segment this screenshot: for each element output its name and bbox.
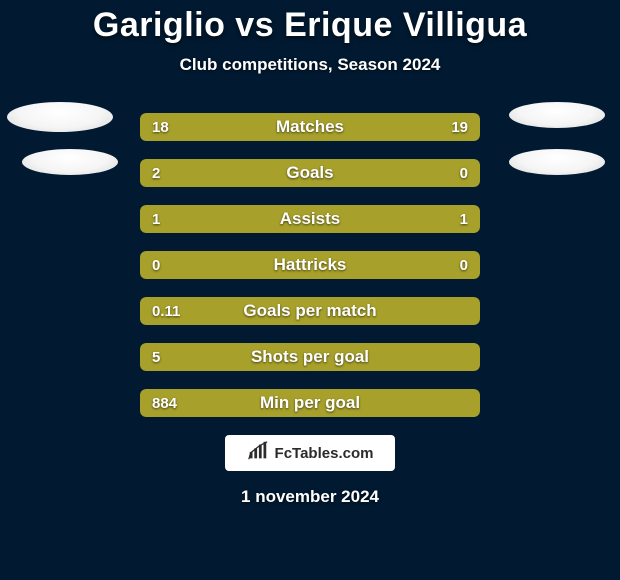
stat-row: 11Assists [140,205,480,233]
stat-row: 0.11Goals per match [140,297,480,325]
stat-bar-left [140,251,327,279]
stat-row: 1819Matches [140,113,480,141]
snapshot-date: 1 november 2024 [0,487,620,507]
stat-row: 20Goals [140,159,480,187]
player-right-badge-1 [509,102,605,128]
fctables-logo-text: FcTables.com [275,445,374,462]
stat-bar-left [140,389,480,417]
stat-bar-right [405,159,480,187]
stat-bar-left [140,159,405,187]
comparison-title: Gariglio vs Erique Villigua [0,0,620,45]
stat-bar-right [327,251,480,279]
stat-rows: 1819Matches 20Goals 11Assists 00Hattricks 0.… [140,113,480,417]
player-right-badge-2 [509,149,605,175]
stat-row: 00Hattricks [140,251,480,279]
stat-row: 884Min per goal [140,389,480,417]
stat-row: 5Shots per goal [140,343,480,371]
bar-chart-icon [247,440,269,466]
fctables-logo-chip: FcTables.com [225,435,395,471]
stat-bar-right [310,205,480,233]
stat-bar-left [140,297,480,325]
stat-bar-left [140,205,310,233]
player-left-badge-2 [22,149,118,175]
player-left-badge-1 [7,102,113,132]
comparison-chart: 1819Matches 20Goals 11Assists 00Hattricks 0.… [0,113,620,507]
stat-bar-right [305,113,480,141]
stat-bar-left [140,113,305,141]
comparison-subtitle: Club competitions, Season 2024 [0,55,620,75]
stat-bar-left [140,343,480,371]
